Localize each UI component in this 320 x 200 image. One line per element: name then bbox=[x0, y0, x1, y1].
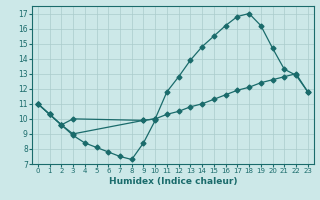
X-axis label: Humidex (Indice chaleur): Humidex (Indice chaleur) bbox=[108, 177, 237, 186]
